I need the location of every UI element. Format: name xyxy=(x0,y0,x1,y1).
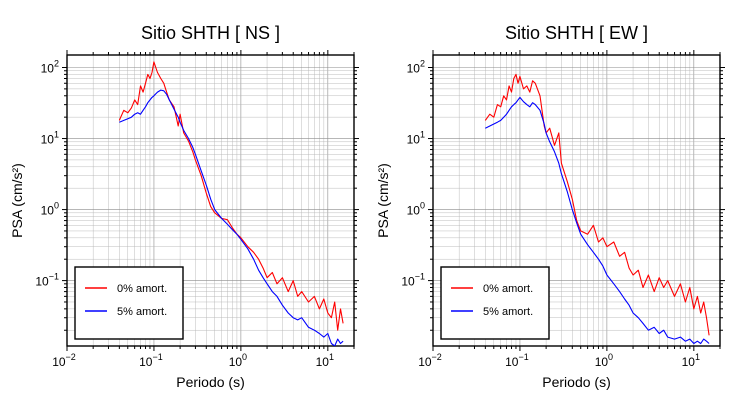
y-axis-label: PSA (cm/s²) xyxy=(9,163,25,238)
y-axis-label: PSA (cm/s²) xyxy=(375,163,391,238)
grid xyxy=(433,55,720,346)
legend-label: 0% amort. xyxy=(483,283,533,295)
y-tick-label: 100 xyxy=(407,201,425,218)
x-tick-label: 101 xyxy=(316,352,334,369)
chart-ns: Sitio SHTH [ NS ] 10−2 10−1 100 101 10−1 100 10… xyxy=(9,23,359,390)
y-tick-label: 102 xyxy=(41,59,59,76)
legend-label: 5% amort. xyxy=(117,306,167,318)
legend: 0% amort. 5% amort. xyxy=(440,266,550,340)
legend-label: 5% amort. xyxy=(483,306,533,318)
series-line-1 xyxy=(485,96,710,345)
series-line-0 xyxy=(118,61,344,331)
legend-label: 0% amort. xyxy=(117,283,167,295)
y-tick-label: 101 xyxy=(41,130,59,147)
x-axis-label: Periodo (s) xyxy=(176,374,244,390)
chart-title: Sitio SHTH [ NS ] xyxy=(141,23,280,43)
legend: 0% amort. 5% amort. xyxy=(74,266,184,340)
legend-box xyxy=(440,266,550,340)
y-tick-label: 100 xyxy=(41,201,59,218)
x-tick-label: 10−2 xyxy=(52,352,76,369)
series-group xyxy=(484,73,710,345)
plot-frame xyxy=(66,54,355,347)
plot-frame xyxy=(432,54,721,347)
chart-title: Sitio SHTH [ EW ] xyxy=(505,23,648,43)
x-tick-label: 100 xyxy=(229,352,247,369)
tick-marks xyxy=(428,50,725,351)
grid xyxy=(67,55,354,346)
series-line-0 xyxy=(484,73,710,336)
y-tick-label: 10−1 xyxy=(35,272,59,289)
y-tick-label: 10−1 xyxy=(401,272,425,289)
chart-ew: Sitio SHTH [ EW ] 10−2 10−1 100 101 10−1 100 10… xyxy=(375,23,725,390)
x-tick-label: 10−1 xyxy=(139,352,163,369)
x-axis-label: Periodo (s) xyxy=(542,374,610,390)
series-line-1 xyxy=(119,89,344,346)
x-tick-label: 10−2 xyxy=(418,352,442,369)
tick-marks xyxy=(62,50,359,351)
x-tick-label: 100 xyxy=(595,352,613,369)
y-tick-label: 102 xyxy=(407,59,425,76)
x-tick-label: 10−1 xyxy=(505,352,529,369)
x-tick-label: 101 xyxy=(682,352,700,369)
series-group xyxy=(118,61,344,346)
legend-box xyxy=(74,266,184,340)
y-tick-label: 101 xyxy=(407,130,425,147)
